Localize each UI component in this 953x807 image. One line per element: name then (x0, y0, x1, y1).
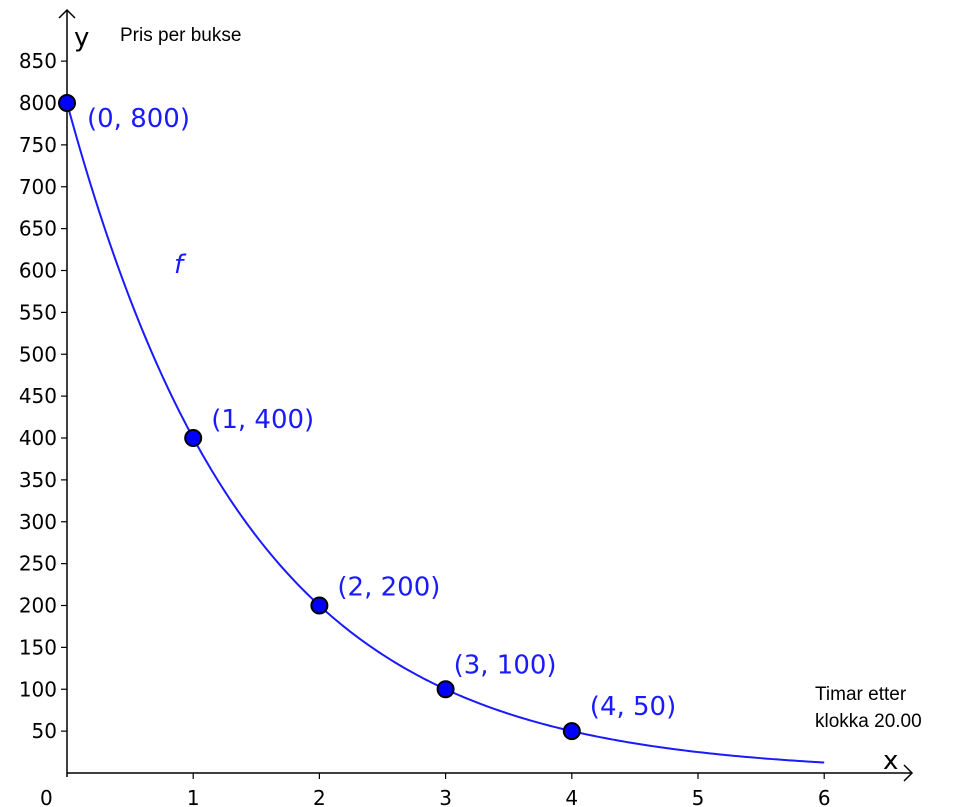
y-axis-arrow-icon (58, 8, 76, 19)
axes (58, 8, 914, 782)
y-tick-label: 200 (19, 594, 57, 618)
y-tick-label: 150 (19, 635, 57, 659)
data-point[interactable] (436, 680, 455, 699)
data-point[interactable] (58, 94, 76, 112)
y-tick-label: 550 (19, 300, 57, 324)
point-label: (1, 400) (211, 405, 314, 435)
x-tick-label: 6 (818, 786, 831, 807)
y-tick-label: 100 (19, 677, 57, 701)
x-axis-arrow-icon (903, 764, 914, 782)
x-axis-title-line-1: Timar etter (815, 684, 907, 705)
y-tick-label: 600 (19, 259, 57, 283)
point-label: (2, 200) (337, 573, 440, 603)
y-tick-label: 250 (19, 552, 57, 576)
y-tick-label: 700 (19, 175, 57, 199)
point-label: (3, 100) (454, 650, 557, 680)
function-curve (66, 102, 825, 764)
curve-layer (66, 102, 825, 764)
x-tick-label: 3 (439, 786, 452, 807)
data-point[interactable] (184, 429, 203, 447)
origin-label: 0 (40, 786, 53, 807)
tick-layer: 1 2 3 4 5 65010015020025030035040045050055060… (19, 49, 831, 807)
y-tick-label: 750 (19, 133, 57, 157)
y-tick-label: 800 (19, 91, 57, 115)
y-axis-title: Pris per bukse (120, 25, 241, 46)
x-tick-label: 5 (692, 786, 705, 807)
x-tick-label: 2 (313, 786, 326, 807)
y-tick-label: 400 (19, 426, 57, 450)
x-axis-title-line-2: klokka 20.00 (815, 711, 922, 732)
x-tick-label: 4 (565, 786, 578, 807)
y-tick-label: 850 (19, 49, 57, 73)
x-axis-title: Timar etter klokka 20.00 (815, 684, 922, 732)
x-axis-letter: x (883, 746, 898, 776)
y-axis-letter: y (74, 23, 89, 53)
data-point[interactable] (562, 722, 581, 741)
y-tick-label: 500 (19, 342, 57, 366)
point-label: (0, 800) (87, 104, 190, 134)
x-tick-label: 1 (187, 786, 200, 807)
y-tick-label: 50 (32, 719, 57, 743)
y-tick-label: 300 (19, 510, 57, 534)
points-layer: (0, 800) (1, 400) (2, 200) (3, 100) (4, 50) (58, 94, 676, 741)
y-tick-label: 450 (19, 384, 57, 408)
function-label: f (174, 250, 187, 280)
y-tick-label: 650 (19, 217, 57, 241)
y-tick-label: 350 (19, 468, 57, 492)
data-point[interactable] (310, 596, 329, 615)
point-label: (4, 50) (590, 692, 676, 722)
